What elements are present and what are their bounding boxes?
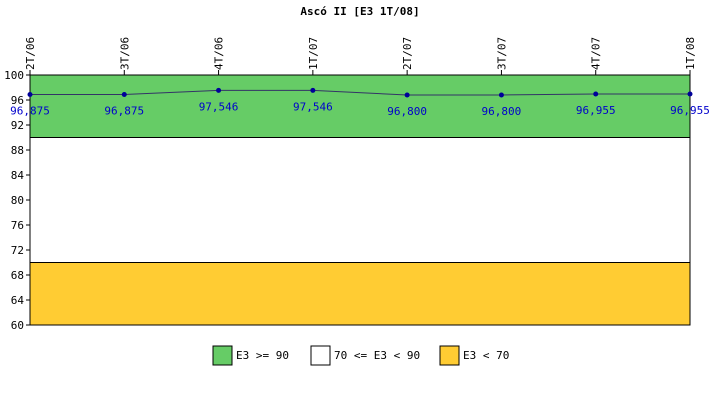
y-tick-label: 72 xyxy=(11,244,24,257)
series-path xyxy=(30,89,690,96)
band-2 xyxy=(29,262,691,326)
data-point xyxy=(27,92,33,98)
x-tick-label: 3T/07 xyxy=(495,37,508,70)
threshold-bands xyxy=(29,74,691,326)
y-tick-label: 100 xyxy=(4,69,24,82)
data-point xyxy=(498,92,504,98)
y-tick-label: 68 xyxy=(11,269,24,282)
y-tick-label: 84 xyxy=(11,169,25,182)
x-axis: 2T/06 3T/06 4T/06 1T/07 2T/07 3T/07 4T/07 1T/08 xyxy=(24,37,697,75)
x-tick-label: 1T/08 xyxy=(684,37,697,70)
y-tick-label: 64 xyxy=(11,294,25,307)
legend-label-1: 70 <= E3 < 90 xyxy=(334,349,420,362)
data-label: 96,875 xyxy=(10,105,50,118)
legend-label-0: E3 >= 90 xyxy=(236,349,289,362)
y-tick-label: 88 xyxy=(11,144,24,157)
band-0 xyxy=(29,74,691,138)
band-1 xyxy=(29,137,691,263)
x-tick-label: 3T/06 xyxy=(118,37,131,70)
data-label: 97,546 xyxy=(293,100,333,113)
legend: E3 >= 90 70 <= E3 < 90 E3 < 70 xyxy=(212,345,509,366)
data-label: 96,955 xyxy=(670,104,710,117)
legend-label-2: E3 < 70 xyxy=(463,349,509,362)
legend-swatch-2 xyxy=(439,345,460,366)
data-label: 96,800 xyxy=(482,105,522,118)
y-tick-label: 80 xyxy=(11,194,24,207)
series-line: 96,875 96,875 97,546 97,546 96,800 96,800 96,9… xyxy=(10,87,710,118)
x-tick-label: 1T/07 xyxy=(307,37,320,70)
y-tick-label: 76 xyxy=(11,219,24,232)
x-tick-label: 2T/07 xyxy=(401,37,414,70)
data-point xyxy=(310,87,316,93)
x-tick-label: 4T/06 xyxy=(213,37,226,70)
data-label: 96,875 xyxy=(104,105,144,118)
data-point xyxy=(121,92,127,98)
y-tick-label: 92 xyxy=(11,119,24,132)
data-point xyxy=(687,91,693,97)
data-label: 96,955 xyxy=(576,104,616,117)
x-tick-label: 2T/06 xyxy=(24,37,37,70)
legend-swatch-1 xyxy=(310,345,331,366)
data-label: 97,546 xyxy=(199,100,239,113)
data-point xyxy=(593,91,599,97)
data-point xyxy=(216,87,222,93)
x-tick-label: 4T/07 xyxy=(590,37,603,70)
y-tick-label: 60 xyxy=(11,319,24,332)
legend-swatch-0 xyxy=(212,345,233,366)
data-point xyxy=(404,92,410,98)
y-axis: 60 64 68 72 76 80 84 88 92 96 100 xyxy=(4,69,31,332)
data-label: 96,800 xyxy=(387,105,427,118)
y-tick-label: 96 xyxy=(11,94,24,107)
chart-title: Ascó II [E3 1T/08] xyxy=(300,5,419,18)
